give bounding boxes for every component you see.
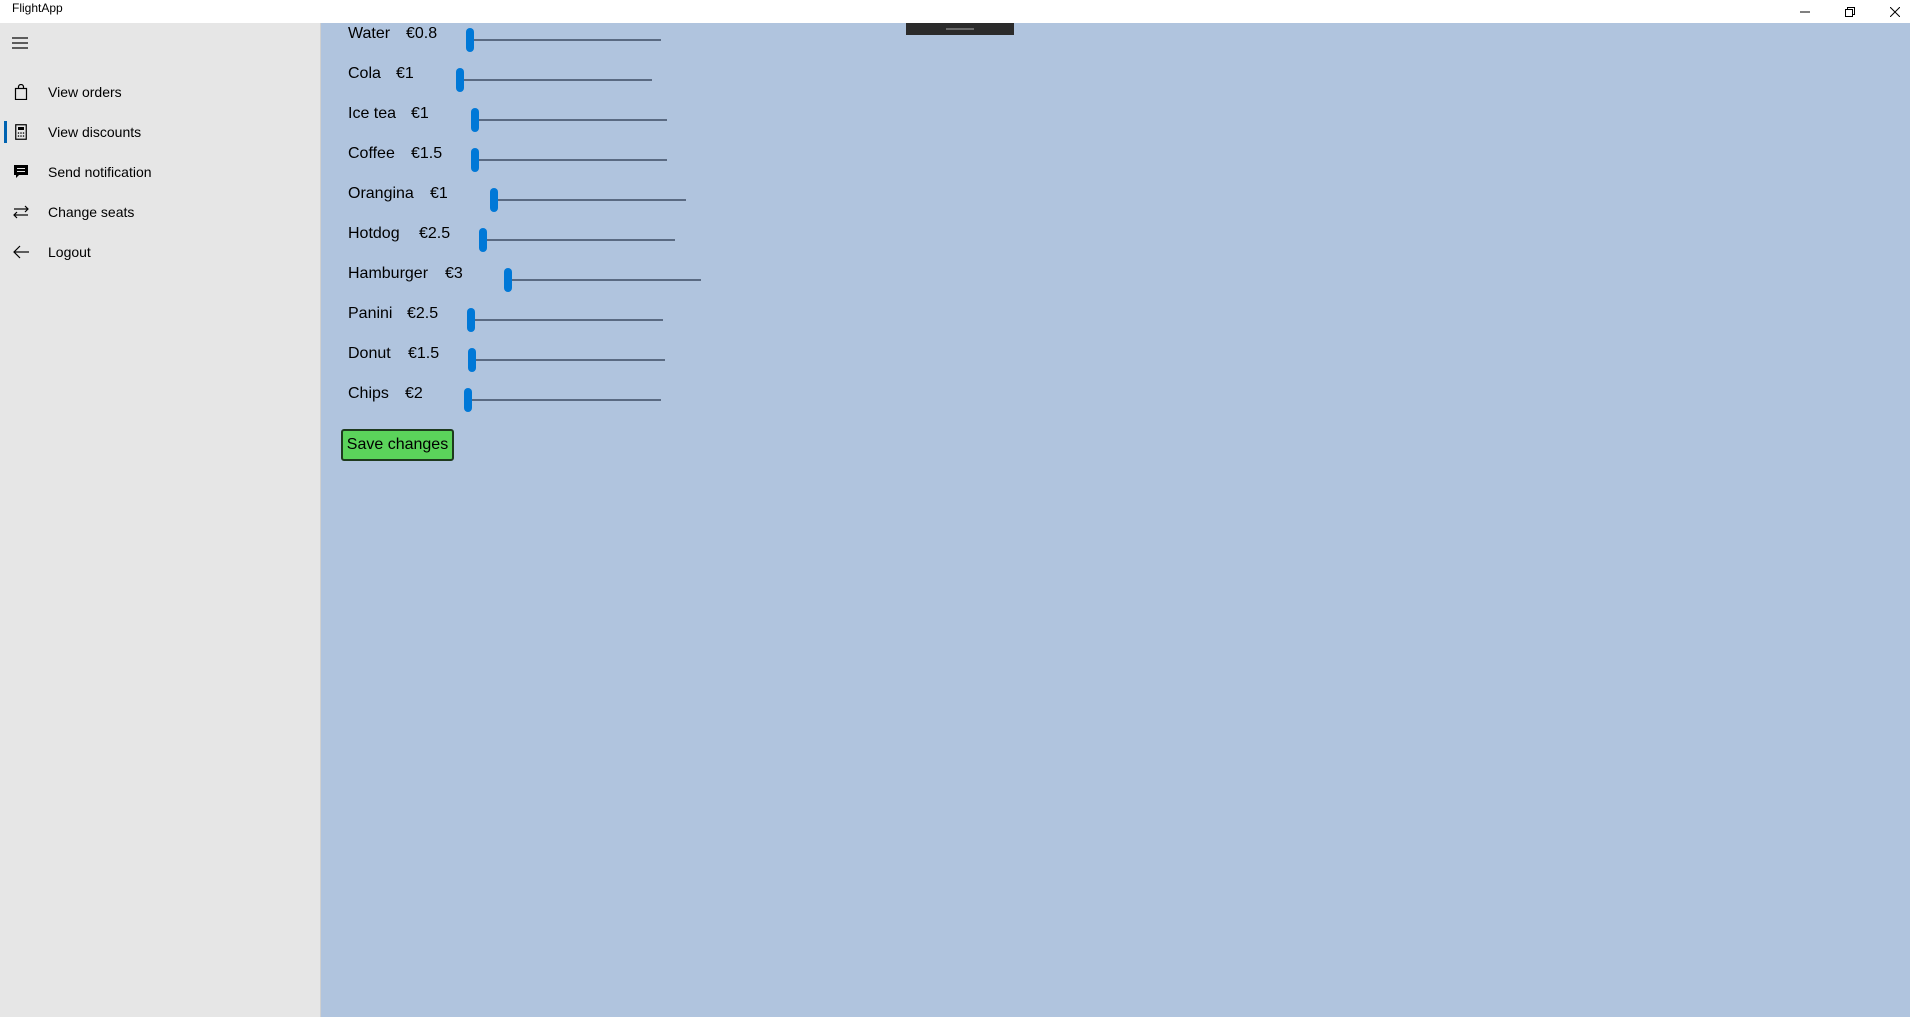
drag-handle[interactable] <box>906 23 1014 35</box>
item-price: €1 <box>430 185 448 202</box>
item-price: €2.5 <box>419 225 451 242</box>
nav-label: View orders <box>48 84 122 100</box>
nav-item-logout[interactable]: Logout <box>0 232 320 272</box>
slider-thumb[interactable] <box>466 28 474 52</box>
shopping-bag-icon <box>12 83 30 101</box>
nav-item-change-seats[interactable]: Change seats <box>0 192 320 232</box>
slider-thumb[interactable] <box>479 228 487 252</box>
item-price: €1 <box>396 65 414 82</box>
slider-track <box>479 239 675 241</box>
slider-thumb[interactable] <box>468 348 476 372</box>
slider-track <box>490 199 686 201</box>
discount-slider[interactable] <box>471 100 667 140</box>
item-name: Chips <box>348 385 389 402</box>
grip-icon <box>946 28 974 30</box>
navigation-pane: View orders View discounts Send notifica… <box>0 23 321 1017</box>
restore-button[interactable] <box>1827 0 1873 23</box>
item-price: €2 <box>405 385 423 402</box>
discount-slider[interactable] <box>464 380 661 420</box>
slider-thumb[interactable] <box>456 68 464 92</box>
item-name: Water <box>348 25 391 42</box>
minimize-icon <box>1800 11 1810 12</box>
slider-track <box>471 119 667 121</box>
slider-track <box>471 159 667 161</box>
discount-slider[interactable] <box>490 180 686 220</box>
slider-thumb[interactable] <box>464 388 472 412</box>
slider-track <box>456 79 652 81</box>
item-name: Cola <box>348 65 381 82</box>
nav-item-view-orders[interactable]: View orders <box>0 72 320 112</box>
item-price: €1.5 <box>408 345 440 362</box>
nav-item-send-notification[interactable]: Send notification <box>0 152 320 192</box>
calculator-icon <box>12 123 30 141</box>
item-price: €0.8 <box>406 25 438 42</box>
slider-thumb[interactable] <box>490 188 498 212</box>
nav-label: Change seats <box>48 204 135 220</box>
hamburger-button[interactable] <box>8 31 32 55</box>
item-name: Hotdog <box>348 225 400 242</box>
close-icon <box>1890 6 1900 17</box>
slider-track <box>464 399 661 401</box>
item-name: Orangina <box>348 185 414 202</box>
slider-track <box>466 39 661 41</box>
discount-slider[interactable] <box>466 20 661 60</box>
message-icon <box>12 163 30 181</box>
slider-thumb[interactable] <box>504 268 512 292</box>
nav-item-view-discounts[interactable]: View discounts <box>0 112 320 152</box>
discount-slider[interactable] <box>479 220 675 260</box>
item-name: Panini <box>348 305 393 322</box>
slider-thumb[interactable] <box>467 308 475 332</box>
restore-icon <box>1845 6 1855 17</box>
app-title: FlightApp <box>12 1 63 15</box>
item-name: Donut <box>348 345 391 362</box>
item-name: Hamburger <box>348 265 429 282</box>
nav-label: Logout <box>48 244 91 260</box>
item-name: Coffee <box>348 145 395 162</box>
back-arrow-icon <box>12 243 30 261</box>
item-price: €2.5 <box>407 305 439 322</box>
slider-thumb[interactable] <box>471 108 479 132</box>
slider-track <box>467 319 663 321</box>
nav-label: View discounts <box>48 124 142 140</box>
item-price: €1.5 <box>411 145 443 162</box>
discount-slider[interactable] <box>456 60 652 100</box>
nav-label: Send notification <box>48 164 152 180</box>
slider-thumb[interactable] <box>471 148 479 172</box>
discount-slider[interactable] <box>471 140 667 180</box>
minimize-button[interactable] <box>1782 0 1828 23</box>
item-price: €3 <box>445 265 463 282</box>
title-bar: FlightApp <box>0 0 1910 23</box>
swap-icon <box>12 203 30 221</box>
hamburger-icon <box>12 37 28 49</box>
item-price: €1 <box>411 105 429 122</box>
slider-track <box>468 359 665 361</box>
discount-slider[interactable] <box>467 300 663 340</box>
close-button[interactable] <box>1872 0 1910 23</box>
discount-slider[interactable] <box>468 340 665 380</box>
discount-slider[interactable] <box>504 260 701 300</box>
selection-indicator <box>4 121 7 143</box>
slider-track <box>504 279 701 281</box>
save-changes-button[interactable]: Save changes <box>341 429 454 461</box>
item-name: Ice tea <box>348 105 397 122</box>
